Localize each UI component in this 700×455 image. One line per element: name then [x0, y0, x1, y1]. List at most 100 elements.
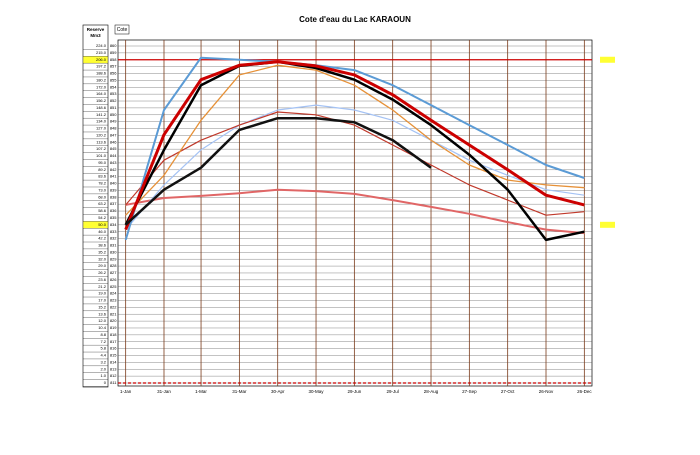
y-tick-label: 858 [110, 57, 117, 62]
reserve-value: 54.2 [98, 215, 107, 220]
highlight [83, 221, 108, 229]
reserve-header: Mm3 [90, 33, 101, 38]
x-tick-label: 31-Mar [232, 389, 247, 394]
reserve-value: 35.2 [98, 249, 107, 254]
y-tick-label: 813 [110, 366, 117, 371]
y-tick-label: 827 [110, 270, 117, 275]
reserve-value: 141.2 [96, 112, 107, 117]
axis-label-box [114, 24, 130, 35]
y-tick-label: 847 [110, 132, 117, 137]
reserve-value: 134.0 [96, 119, 107, 124]
y-tick-label: 846 [110, 139, 117, 144]
y-tick-label: 854 [110, 84, 117, 89]
reserve-value: 107.2 [96, 146, 107, 151]
reserve-value: 42.2 [98, 236, 107, 241]
y-tick-label: 816 [110, 346, 117, 351]
y-tick-label: 828 [110, 263, 117, 268]
y-tick-label: 856 [110, 71, 117, 76]
chart-title: Cote d'eau du Lac KARAOUN [299, 15, 411, 24]
reserve-value: 21.2 [98, 284, 107, 289]
reserve-value: 5.8 [100, 346, 106, 351]
y-tick-label: 832 [110, 236, 117, 241]
reserve-value: 8.8 [100, 332, 106, 337]
reserve-value: 17.0 [98, 298, 107, 303]
reserve-value: 206.0 [96, 57, 107, 62]
highlight [83, 56, 108, 64]
reserve-value: 10.4 [98, 325, 107, 330]
reserve-value: 188.6 [96, 71, 107, 76]
reserve-value: 26.2 [98, 270, 107, 275]
reserve-value: 120.2 [96, 132, 107, 137]
reserve-value: 2.0 [100, 366, 106, 371]
reserve-value: 101.0 [96, 153, 107, 158]
reserve-value: 19.0 [98, 291, 107, 296]
y-tick-label: 844 [110, 153, 117, 158]
x-tick-label: 27-Oct [501, 389, 515, 394]
y-tick-label: 842 [110, 167, 117, 172]
reserve-value: 12.0 [98, 318, 107, 323]
reserve-value: 164.0 [96, 91, 107, 96]
reserve-value: 78.2 [98, 181, 107, 186]
reserve-value: 50.0 [98, 222, 107, 227]
series-line [124, 116, 432, 226]
highlight-marker [600, 221, 615, 228]
reserve-value: 29.0 [98, 263, 107, 268]
y-tick-label: 857 [110, 64, 117, 69]
y-tick-label: 850 [110, 112, 117, 117]
y-tick-label: 820 [110, 318, 117, 323]
y-tick-label: 855 [110, 77, 117, 82]
y-tick-label: 831 [110, 243, 117, 248]
y-tick-label: 819 [110, 325, 117, 330]
reserve-value: 148.6 [96, 105, 107, 110]
series-line [125, 64, 585, 216]
x-tick-label: 26-Nov [539, 389, 554, 394]
reserve-value: 3.2 [100, 359, 106, 364]
y-tick-label: 815 [110, 353, 117, 358]
reserve-value: 46.0 [98, 229, 107, 234]
reserve-value: 1.0 [100, 373, 106, 378]
reserve-value: 113.6 [96, 139, 106, 144]
y-tick-label: 830 [110, 249, 117, 254]
y-tick-label: 829 [110, 256, 117, 261]
series-line [125, 111, 585, 216]
series-line [124, 60, 585, 242]
reserve-value: 73.0 [98, 187, 107, 192]
series-line [125, 188, 585, 235]
y-tick-label: 823 [110, 298, 117, 303]
y-tick-label: 824 [110, 291, 117, 296]
reserve-value: 13.6 [98, 311, 107, 316]
y-tick-label: 817 [110, 339, 117, 344]
y-tick-label: 841 [110, 174, 117, 179]
reserve-value: 68.0 [98, 194, 107, 199]
y-tick-label: 822 [110, 304, 117, 309]
y-tick-label: 826 [110, 277, 117, 282]
y-tick-label: 836 [110, 208, 117, 213]
reserve-value: 180.2 [96, 77, 107, 82]
x-tick-label: 31-Jan [157, 389, 171, 394]
y-tick-label: 851 [110, 105, 117, 110]
y-axis-label: Cote [117, 27, 128, 33]
x-tick-label: 27-Sep [462, 389, 477, 394]
y-tick-label: 838 [110, 194, 117, 199]
y-tick-label: 843 [110, 160, 117, 165]
reserve-value: 4.4 [100, 353, 106, 358]
y-tick-label: 848 [110, 126, 117, 131]
reserve-value: 172.0 [96, 84, 107, 89]
reserve-value: 156.2 [96, 98, 107, 103]
reserve-value: 38.6 [98, 243, 107, 248]
series-line [124, 60, 585, 231]
y-tick-label: 833 [110, 229, 117, 234]
reserve-header: Reserve [87, 27, 105, 32]
reserve-value: 63.2 [98, 201, 107, 206]
x-tick-label: 1-Jan [120, 389, 132, 394]
x-tick-label: 28-Aug [424, 389, 439, 394]
plot-area [117, 39, 593, 387]
reserve-value: 15.2 [98, 304, 107, 309]
reserve-value: 23.6 [98, 277, 107, 282]
x-tick-label: 1-Mar [195, 389, 207, 394]
reserve-value: 83.6 [98, 174, 107, 179]
highlight-marker [600, 56, 615, 63]
reserve-value: 32.0 [98, 256, 107, 261]
y-tick-label: 845 [110, 146, 117, 151]
y-tick-label: 840 [110, 181, 117, 186]
